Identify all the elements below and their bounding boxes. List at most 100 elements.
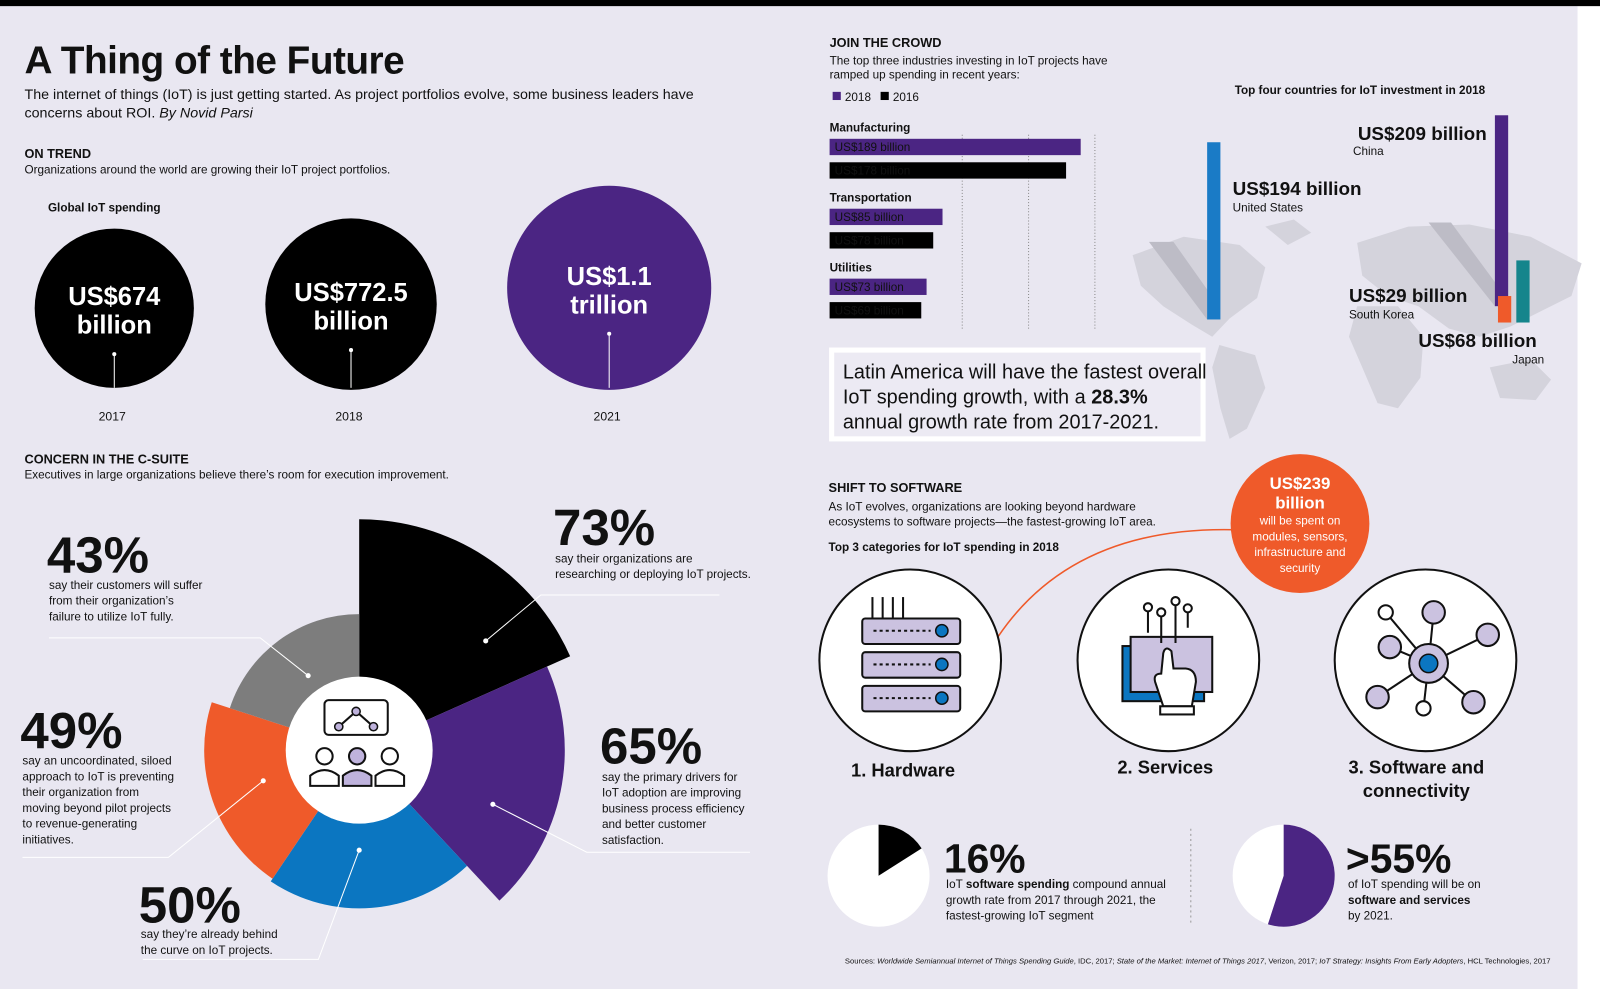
text-line: business process efficiency [602, 802, 745, 815]
text-line: annual growth rate from 2017-2021. [843, 412, 1159, 434]
person-head [347, 747, 367, 766]
year-label: 2017 [99, 410, 126, 424]
bubble-title: US$239 billion [1270, 474, 1331, 512]
callout-line [22, 780, 264, 858]
text-line: by 2021. [1348, 910, 1393, 923]
hub-core [1418, 653, 1439, 674]
text-run: IoT Strategy: Insights From Early Adopte… [1319, 956, 1463, 965]
bar-label: US$85 billion [835, 211, 904, 224]
pie-wedge [878, 824, 922, 876]
map-africa [1348, 306, 1424, 409]
bubble-text: will be spent on modules, sensors, infrast… [1252, 515, 1347, 575]
edge-strip [1577, 6, 1600, 989]
spending-label: US$1.1 trillion [567, 263, 652, 320]
category-label: Utilities [830, 261, 873, 274]
text-line: from their organization’s [49, 595, 174, 608]
polar-segment [359, 666, 565, 901]
person-head [315, 747, 334, 766]
node [1475, 622, 1500, 648]
server-light [934, 623, 949, 638]
category-label: Manufacturing [830, 122, 911, 135]
country-value: US$209 billion [1358, 123, 1487, 144]
text-run: IoT spending growth, with a [843, 387, 1091, 409]
circuit-node [1182, 603, 1193, 614]
person-head [380, 747, 399, 766]
text-run: State of the Market: Internet of Things … [1117, 956, 1265, 965]
country-bar [1516, 260, 1530, 323]
text-line: US$772.5 [294, 279, 407, 307]
team-icon [285, 676, 433, 824]
leader-dot [112, 352, 117, 357]
circuit-node [1142, 602, 1154, 613]
text-line: their organization from [22, 786, 139, 799]
callout-text: Latin America will have the fastest over… [843, 362, 1207, 434]
category-label: Transportation [830, 192, 912, 205]
callout-line [492, 803, 750, 853]
stat-text: IoT software spending compound annual gro… [946, 878, 1166, 923]
text-line: modules, sensors, [1252, 530, 1347, 543]
callout-box [829, 347, 1206, 442]
text-line: 1. Hardware [851, 760, 955, 781]
bar-label: US$178 billion [835, 165, 911, 178]
category-name: 3. Software and connectivity [1348, 757, 1484, 801]
title: A Thing of the Future [24, 39, 404, 82]
circuit-node [1170, 596, 1181, 607]
bar [829, 302, 922, 319]
text-run: 28.3% [1091, 387, 1148, 409]
country-bar [1207, 142, 1221, 320]
legend-swatch [832, 91, 841, 101]
chart-title: Top four countries for IoT investment in… [1235, 84, 1486, 97]
text-line: failure to utilize IoT fully. [49, 611, 174, 624]
country-value: US$29 billion [1349, 285, 1467, 306]
bar-label: US$189 billion [835, 141, 911, 154]
leader-dot [607, 331, 612, 336]
stat-value: >55% [1346, 836, 1452, 882]
text-line: US$239 [1270, 474, 1331, 493]
callout-line [48, 637, 309, 677]
legend-label: 2018 [845, 91, 872, 104]
text-line: billion [77, 312, 152, 340]
section-description: Executives in large organizations believ… [24, 469, 448, 482]
text-line: say they’re already behind [141, 928, 278, 941]
hardware-icon [818, 568, 1003, 753]
text-line: to revenue-generating [22, 818, 137, 831]
category-name: 1. Hardware [851, 760, 955, 781]
bar [829, 138, 1081, 156]
services-icon [1076, 568, 1261, 753]
text-line: say their customers will suffer [49, 579, 203, 592]
text-line: say an uncoordinated, siloed [22, 754, 171, 767]
map-australia [1489, 359, 1552, 401]
hand [1153, 647, 1197, 708]
text-line: billion [313, 308, 388, 336]
stat-value: 73% [553, 499, 655, 556]
text-run: IoT [946, 878, 966, 891]
text-line: say their organizations are [555, 552, 692, 565]
stat-value: 65% [600, 717, 702, 774]
country-value: US$194 billion [1233, 178, 1362, 199]
bar-shadow [1148, 241, 1221, 320]
text-run: concerns about ROI. [24, 105, 159, 121]
callout-dot [260, 778, 266, 784]
stat-text: say their customers will suffer from thei… [49, 579, 203, 624]
stat-value: 43% [47, 527, 149, 584]
stat-value: 49% [20, 702, 122, 759]
category-name: 2. Services [1117, 757, 1213, 778]
text-run: Worldwide Semiannual Internet of Things … [877, 956, 1074, 965]
text-line: fastest-growing IoT segment [946, 910, 1094, 923]
spending-circle [265, 218, 437, 390]
chat-node [351, 706, 361, 717]
text-line: researching or deploying IoT projects. [555, 568, 751, 581]
text-run: Sources: [845, 956, 877, 965]
circuit [1146, 605, 1189, 644]
text-line: infrastructure and [1254, 546, 1345, 559]
legend-label: 2016 [893, 91, 919, 104]
section-description: The top three industries investing in Io… [830, 54, 1108, 81]
chat-node [333, 721, 344, 732]
text-line: say the primary drivers for [602, 771, 738, 784]
callout-dot [356, 847, 362, 853]
person-body [374, 769, 406, 787]
leader-dot [348, 348, 354, 353]
country-name: United States [1233, 201, 1303, 214]
text-line: moving beyond pilot projects [22, 802, 171, 815]
